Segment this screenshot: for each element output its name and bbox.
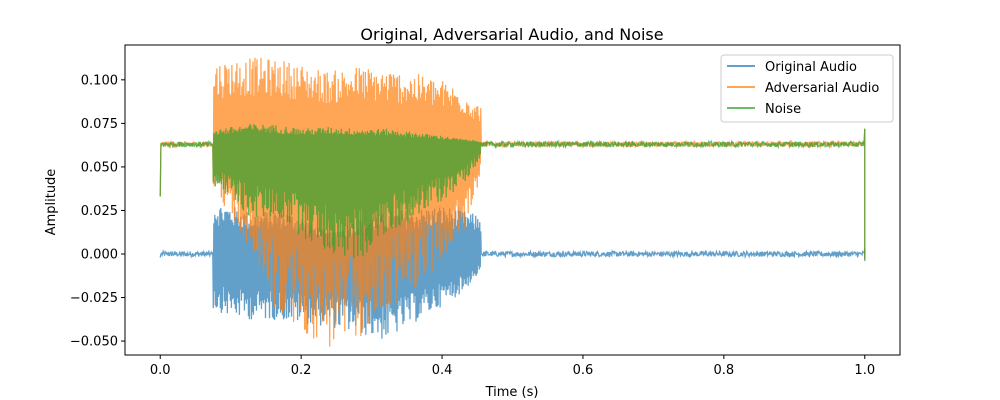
y-tick-label: 0.100 xyxy=(81,73,118,88)
y-tick-label: −0.050 xyxy=(70,335,118,350)
legend: Original Audio Adversarial Audio Noise xyxy=(720,54,894,123)
y-tick-label: 0.075 xyxy=(81,117,118,132)
series-line xyxy=(159,123,866,260)
x-tick-label: 0.8 xyxy=(714,363,735,378)
y-axis: −0.050 −0.025 0.000 0.025 0.050 0.075 0.100 xyxy=(70,73,125,350)
x-axis: 0.0 0.2 0.4 0.6 0.8 1.0 xyxy=(150,355,875,378)
y-tick-label: 0.000 xyxy=(81,247,118,262)
y-axis-label: Amplitude xyxy=(44,169,59,236)
x-tick-label: 0.0 xyxy=(150,363,171,378)
x-tick-label: 1.0 xyxy=(854,363,875,378)
x-axis-label: Time (s) xyxy=(485,385,539,400)
axes-frame xyxy=(124,44,901,356)
legend-box xyxy=(720,54,894,123)
x-tick-label: 0.4 xyxy=(432,363,453,378)
x-tick-label: 0.6 xyxy=(573,363,594,378)
x-tick-label: 0.2 xyxy=(291,363,312,378)
legend-label: Noise xyxy=(765,102,801,117)
y-tick-label: 0.025 xyxy=(81,204,118,219)
legend-label: Adversarial Audio xyxy=(765,81,879,96)
legend-label: Original Audio xyxy=(765,60,857,75)
y-tick-label: 0.050 xyxy=(81,160,118,175)
plot-area xyxy=(159,57,866,347)
series-line xyxy=(159,57,866,347)
y-tick-label: −0.025 xyxy=(70,291,118,306)
chart-title: Original, Adversarial Audio, and Noise xyxy=(360,25,663,44)
